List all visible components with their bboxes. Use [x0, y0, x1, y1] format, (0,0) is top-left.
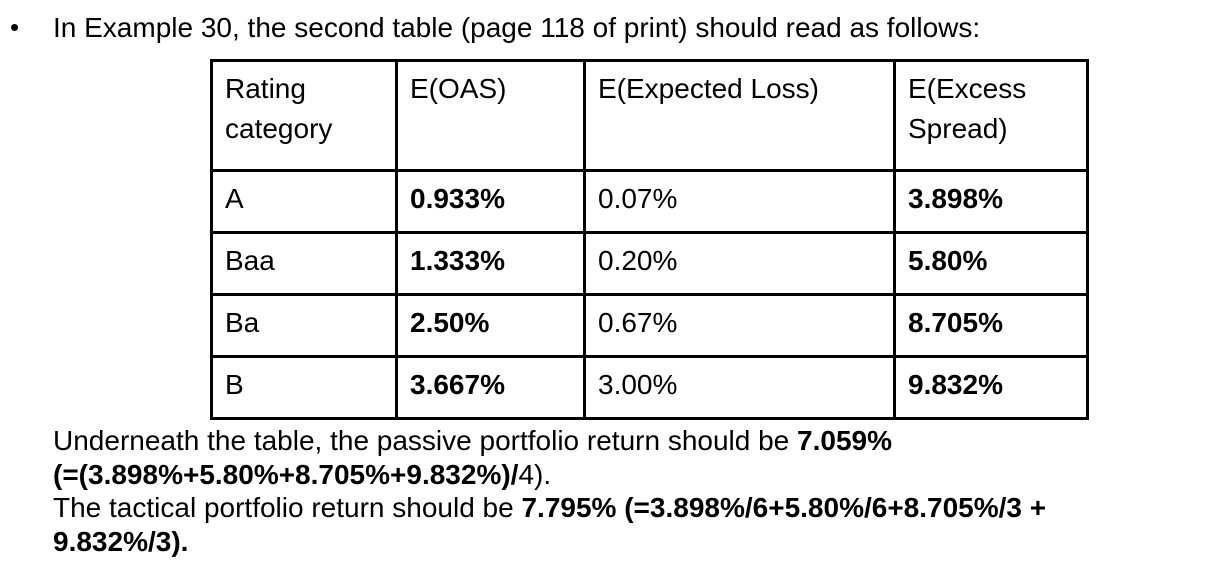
passive-return-formula-tail: 4).	[518, 458, 552, 490]
cell-eoas: 1.333%	[395, 231, 586, 296]
table-row-a: A 0.933% 0.07% 3.898%	[210, 169, 1089, 234]
column-header-eoas: E(OAS)	[395, 59, 586, 172]
passive-return-formula: (=(3.898%+5.80%+8.705%+9.832%)/	[53, 458, 519, 490]
table-header-row: Rating category E(OAS) E(Expected Loss) …	[210, 59, 1089, 172]
cell-excess-spread: 3.898%	[893, 169, 1089, 234]
tactical-return-value-formula: 7.795% (=3.898%/6+5.80%/6+8.705%/3 +	[521, 492, 1047, 523]
passive-return-text: Underneath the table, the passive portfo…	[53, 425, 798, 456]
table-row-baa: Baa 1.333% 0.20% 5.80%	[210, 231, 1089, 296]
cell-eoas: 3.667%	[395, 355, 586, 420]
notes-block: Underneath the table, the passive portfo…	[53, 424, 1203, 558]
column-header-rating-category: Rating category	[210, 59, 398, 172]
column-header-expected-loss: E(Expected Loss)	[583, 59, 896, 172]
cell-rating-category: A	[210, 169, 398, 234]
cell-excess-spread: 5.80%	[893, 231, 1089, 296]
passive-return-note: Underneath the table, the passive portfo…	[53, 424, 1203, 491]
cell-expected-loss: 3.00%	[583, 355, 896, 420]
tactical-return-text: The tactical portfolio return should be	[53, 492, 522, 523]
cell-eoas: 0.933%	[395, 169, 586, 234]
cell-expected-loss: 0.07%	[583, 169, 896, 234]
bullet-text: In Example 30, the second table (page 11…	[53, 12, 981, 43]
bullet-marker-icon: •	[10, 12, 20, 42]
cell-rating-category: B	[210, 355, 398, 420]
cell-expected-loss: 0.20%	[583, 231, 896, 296]
passive-return-value: 7.059%	[797, 425, 893, 456]
rating-table: Rating category E(OAS) E(Expected Loss) …	[210, 59, 1089, 420]
cell-eoas: 2.50%	[395, 293, 586, 358]
cell-rating-category: Baa	[210, 231, 398, 296]
table-row-b: B 3.667% 3.00% 9.832%	[210, 355, 1089, 420]
cell-expected-loss: 0.67%	[583, 293, 896, 358]
tactical-return-note: The tactical portfolio return should be …	[53, 491, 1203, 558]
cell-rating-category: Ba	[210, 293, 398, 358]
cell-excess-spread: 8.705%	[893, 293, 1089, 358]
tactical-return-formula-end: 9.832%/3).	[53, 525, 189, 557]
table-row-ba: Ba 2.50% 0.67% 8.705%	[210, 293, 1089, 358]
bullet-item: • In Example 30, the second table (page 1…	[10, 11, 1200, 44]
column-header-excess-spread: E(Excess Spread)	[893, 59, 1089, 172]
cell-excess-spread: 9.832%	[893, 355, 1089, 420]
